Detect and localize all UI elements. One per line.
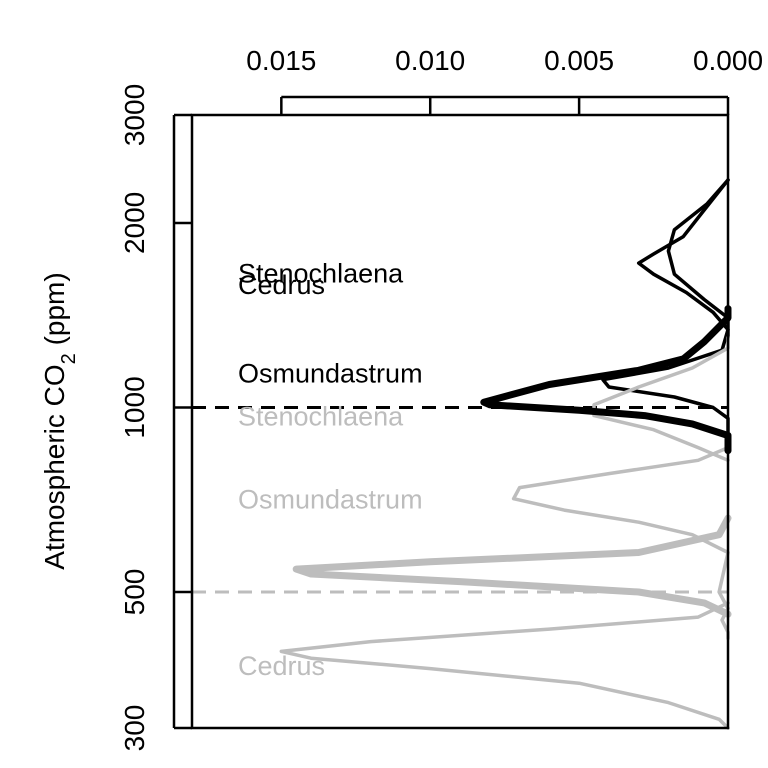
x-tick-label-3: 0.000 (693, 45, 763, 76)
y-tick-label-1: 500 (119, 569, 150, 616)
y-axis-title-subscript: 2 (58, 353, 80, 364)
series-label-ancient-stenochlaena: Stenochlaena (238, 402, 404, 432)
y-tick-label-0: 300 (119, 705, 150, 752)
series-labels: StenochlaenaCedrusOsmundastrumStenochlae… (238, 259, 423, 682)
density-curve-modern-osmundastrum-2 (480, 305, 732, 455)
density-curve-modern-stenochlaena-0 (601, 178, 730, 438)
x-tick-label-0: 0.015 (246, 45, 316, 76)
x-tick-label-2: 0.005 (544, 45, 614, 76)
y-axis-title-suffix: (ppm) (39, 272, 70, 353)
density-curve-ancient-osmundastrum-6 (292, 514, 732, 618)
series-label-modern-osmundastrum: Osmundastrum (238, 359, 423, 389)
y-axis-title-prefix: Atmospheric CO (39, 364, 70, 569)
density-curve-modern-cedrus-1 (666, 178, 730, 340)
y-tick-label-4: 3000 (119, 84, 150, 146)
density-curve-ancient-osmundastrum-4 (511, 445, 730, 641)
series-label-modern-stenochlaena: Stenochlaena (238, 259, 404, 289)
plot-frame (190, 113, 730, 730)
y-tick-label-2: 1000 (119, 376, 150, 438)
series-label-modern-cedrus: Cedrus (238, 270, 325, 300)
density-curve-ancient-cedrus-5 (279, 601, 730, 730)
axes: 0.015 0.010 0.005 0.000 300 500 1000 2000 3000 (119, 45, 763, 751)
series-label-ancient-cedrus: Cedrus (238, 651, 325, 681)
y-axis-title: Atmospheric CO2 (ppm) (39, 272, 80, 569)
x-tick-label-1: 0.010 (395, 45, 465, 76)
y-tick-label-3: 2000 (119, 192, 150, 254)
series-label-ancient-osmundastrum: Osmundastrum (238, 485, 423, 515)
density-curve-ancient-stenochlaena-3 (592, 335, 730, 463)
